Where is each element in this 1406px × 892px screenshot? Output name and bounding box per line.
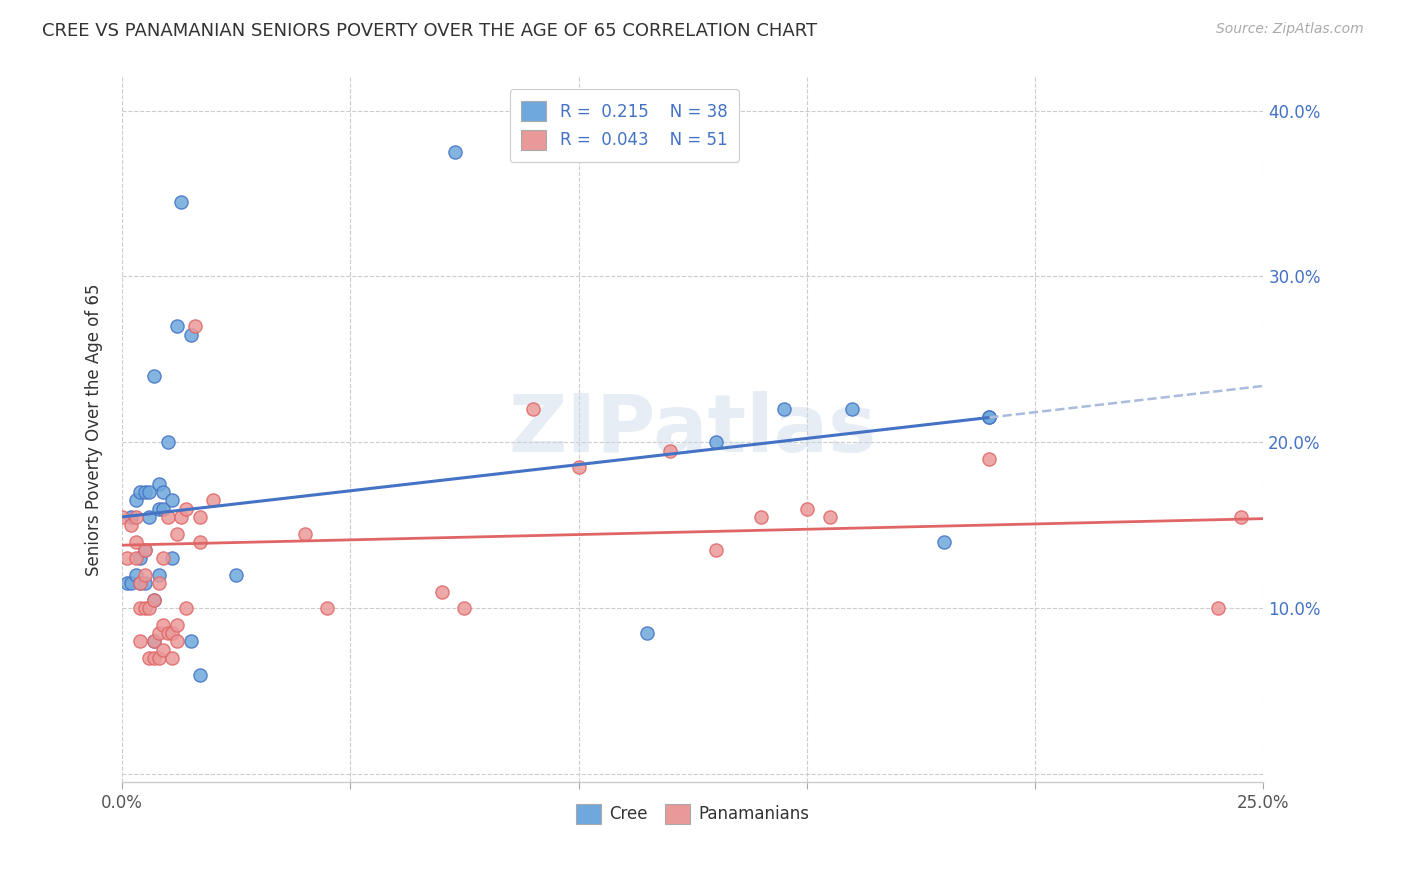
Point <box>932 534 955 549</box>
Point <box>134 485 156 500</box>
Point <box>143 593 166 607</box>
Legend: Cree, Panamanians: Cree, Panamanians <box>567 794 820 834</box>
Point <box>120 518 142 533</box>
Point <box>979 410 1001 425</box>
Point <box>143 651 166 665</box>
Point <box>129 576 152 591</box>
Point <box>174 601 197 615</box>
Point <box>188 534 211 549</box>
Point <box>818 510 841 524</box>
Point <box>430 584 453 599</box>
Point <box>125 510 148 524</box>
Point <box>658 443 681 458</box>
Point <box>148 651 170 665</box>
Point <box>294 526 316 541</box>
Point <box>188 510 211 524</box>
Point <box>129 601 152 615</box>
Point <box>522 402 544 417</box>
Point <box>316 601 339 615</box>
Point <box>156 435 179 450</box>
Point <box>773 402 796 417</box>
Point <box>1206 601 1229 615</box>
Point <box>143 634 166 648</box>
Point <box>152 485 174 500</box>
Point <box>841 402 863 417</box>
Point <box>166 617 188 632</box>
Point <box>162 651 184 665</box>
Point <box>156 626 179 640</box>
Point <box>979 410 1001 425</box>
Point <box>162 626 184 640</box>
Point <box>148 568 170 582</box>
Point <box>202 493 225 508</box>
Point <box>134 543 156 558</box>
Point <box>134 576 156 591</box>
Point <box>166 526 188 541</box>
Point <box>148 626 170 640</box>
Point <box>704 543 727 558</box>
Point <box>1229 510 1251 524</box>
Point <box>444 145 467 159</box>
Point <box>134 543 156 558</box>
Point <box>225 568 247 582</box>
Point <box>138 510 160 524</box>
Point <box>166 634 188 648</box>
Point <box>156 510 179 524</box>
Point <box>134 568 156 582</box>
Point <box>143 369 166 384</box>
Point <box>148 576 170 591</box>
Point <box>180 634 202 648</box>
Point <box>129 485 152 500</box>
Point <box>180 327 202 342</box>
Point <box>125 551 148 566</box>
Point <box>138 485 160 500</box>
Point <box>979 451 1001 466</box>
Point <box>567 460 589 475</box>
Point <box>188 667 211 681</box>
Text: Source: ZipAtlas.com: Source: ZipAtlas.com <box>1216 22 1364 37</box>
Point <box>170 194 193 209</box>
Point <box>111 510 134 524</box>
Point <box>125 534 148 549</box>
Text: ZIPatlas: ZIPatlas <box>509 391 877 469</box>
Point <box>453 601 475 615</box>
Point <box>166 319 188 334</box>
Point <box>152 551 174 566</box>
Point <box>134 601 156 615</box>
Point <box>129 551 152 566</box>
Point <box>129 634 152 648</box>
Point <box>138 601 160 615</box>
Point <box>170 510 193 524</box>
Point <box>143 593 166 607</box>
Point <box>796 501 818 516</box>
Point <box>138 651 160 665</box>
Point <box>120 510 142 524</box>
Point <box>162 493 184 508</box>
Point <box>162 551 184 566</box>
Point <box>749 510 772 524</box>
Point <box>143 634 166 648</box>
Point <box>636 626 658 640</box>
Point <box>125 568 148 582</box>
Point <box>148 501 170 516</box>
Point <box>120 576 142 591</box>
Point <box>115 551 138 566</box>
Point <box>704 435 727 450</box>
Text: CREE VS PANAMANIAN SENIORS POVERTY OVER THE AGE OF 65 CORRELATION CHART: CREE VS PANAMANIAN SENIORS POVERTY OVER … <box>42 22 817 40</box>
Point <box>174 501 197 516</box>
Point <box>148 476 170 491</box>
Y-axis label: Seniors Poverty Over the Age of 65: Seniors Poverty Over the Age of 65 <box>86 284 103 576</box>
Point <box>129 576 152 591</box>
Point <box>125 493 148 508</box>
Point <box>115 576 138 591</box>
Point <box>184 319 207 334</box>
Point <box>152 501 174 516</box>
Point <box>152 642 174 657</box>
Point <box>152 617 174 632</box>
